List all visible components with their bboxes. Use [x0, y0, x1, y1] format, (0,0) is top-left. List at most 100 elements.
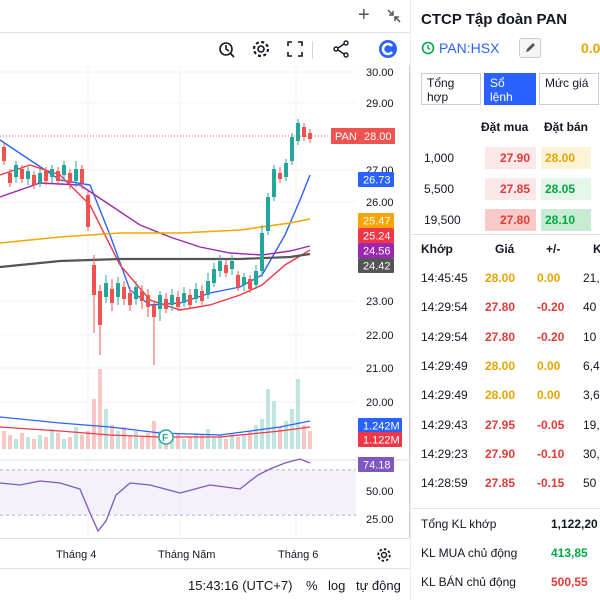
candle-body	[38, 173, 42, 183]
volume-bar	[254, 425, 258, 449]
trade-row: 14:29:23 27.90 -0.10 30,20	[411, 447, 600, 467]
volume-bar	[50, 429, 54, 449]
event-flag-icon[interactable]	[158, 429, 174, 445]
trade-price: 27.80	[485, 300, 516, 315]
volume-bar	[140, 437, 144, 449]
chart-pane: + 30.0	[0, 0, 410, 600]
candle-body	[224, 265, 228, 273]
ticker-symbol[interactable]: PAN:HSX	[439, 40, 500, 56]
axis-settings-gear-icon[interactable]	[376, 547, 392, 563]
trade-row: 14:29:54 27.80 -0.20 10	[411, 330, 600, 350]
orderbook-row[interactable]: 5,500 27.85 28.05	[411, 178, 600, 200]
auto-scale-toggle[interactable]: tự động	[356, 578, 401, 593]
candle-body	[236, 275, 240, 287]
candle-body	[194, 289, 198, 299]
settings-gear-icon[interactable]	[251, 39, 271, 59]
trade-time: 14:29:54	[421, 329, 468, 344]
tab-summary[interactable]: Tổng hợp	[421, 73, 481, 105]
candle-body	[158, 295, 162, 309]
ma-fast-line	[0, 139, 311, 306]
price-tick-label: 20.00	[366, 397, 394, 409]
volume-bar	[248, 431, 252, 449]
summary-row: Tổng KL khớp 1,122,20	[411, 517, 600, 537]
bid-price: 27.85	[485, 178, 536, 200]
toolbar-divider	[312, 41, 313, 59]
candle-body	[200, 291, 204, 301]
log-scale-toggle[interactable]: log	[328, 578, 346, 593]
ma-value-label: 25.24	[363, 231, 391, 243]
volume-bar	[278, 427, 282, 449]
volume-bar	[266, 389, 270, 449]
alert-icon[interactable]	[216, 39, 236, 59]
trade-time: 14:28:59	[421, 476, 468, 491]
candle-body	[152, 305, 156, 317]
volume-bar	[68, 437, 72, 449]
orderbook-row[interactable]: 19,500 27.80 28.10	[411, 209, 600, 231]
candle-body	[290, 137, 294, 161]
add-plus-icon[interactable]: +	[358, 4, 370, 26]
trade-volume: 50	[583, 476, 597, 491]
rsi-value-label: 74.18	[363, 460, 391, 472]
candle-body	[44, 171, 48, 181]
candle-body	[74, 169, 78, 181]
rsi-tick-label: 25.00	[366, 514, 394, 526]
tab-price-levels[interactable]: Mức giá	[539, 73, 599, 105]
trade-row: 14:29:49 28.00 0.00 3,60	[411, 388, 600, 408]
bid-price: 27.80	[485, 209, 536, 231]
trade-price: 28.00	[485, 388, 516, 403]
volume-bar	[110, 425, 114, 449]
orderbook-volume: 19,500	[424, 213, 461, 227]
volume-bar	[296, 379, 300, 449]
candle-body	[278, 173, 282, 179]
tab-label: Sổ lệnh	[490, 76, 513, 104]
price-change: 0.00	[581, 40, 600, 56]
panel-tabs: Tổng hợp Sổ lệnh Mức giá	[421, 73, 600, 105]
candle-body	[206, 281, 210, 295]
chart-status-bar: 15:43:16 (UTC+7) % log tự động	[0, 568, 410, 600]
volume-bar	[98, 369, 102, 449]
ma-value-label: 25.47	[363, 216, 391, 228]
edit-symbol-button[interactable]	[519, 38, 541, 58]
ma-slow-line	[0, 182, 311, 256]
price-chart[interactable]: 30.0029.0027.0026.0023.0022.0021.0020.00…	[0, 65, 410, 538]
time-axis: Tháng 4 Tháng Năm Tháng 6	[0, 538, 410, 568]
candle-body	[164, 299, 168, 309]
volume-bar	[32, 439, 36, 449]
candle-body	[260, 233, 264, 271]
summary-row: KL MUA chủ động 413,85	[411, 546, 600, 566]
orderbook-row[interactable]: 1,000 27.90 28.00	[411, 147, 600, 169]
trade-time: 14:29:54	[421, 300, 468, 315]
trade-volume: 21,00	[583, 271, 600, 285]
trade-time: 14:29:49	[421, 388, 468, 403]
trade-price: 27.95	[485, 417, 516, 432]
bid-price: 27.90	[485, 147, 536, 169]
candle-body	[80, 169, 84, 183]
collapse-arrows-icon[interactable]	[386, 8, 402, 24]
trade-row: 14:29:49 28.00 0.00 6,40	[411, 359, 600, 379]
price-tick-label: 26.00	[366, 197, 394, 209]
trades-price-header: Giá	[495, 242, 515, 256]
candle-body	[32, 175, 36, 185]
summary-value: 1,122,20	[551, 517, 598, 531]
percent-scale-toggle[interactable]: %	[306, 578, 318, 593]
candle-body	[56, 171, 60, 181]
volume-value-label: 1.242M	[363, 421, 400, 433]
volume-bar	[218, 435, 222, 449]
trade-change: -0.20	[537, 329, 565, 344]
volume-bar	[80, 435, 84, 449]
volume-bar	[14, 439, 18, 449]
candle-body	[92, 265, 96, 295]
volume-bar	[170, 435, 174, 449]
volume-bar	[308, 431, 312, 449]
candle-body	[116, 283, 120, 297]
trades-change-header: +/-	[546, 242, 561, 256]
chart-toolbar	[0, 33, 410, 65]
fullscreen-icon[interactable]	[285, 39, 305, 59]
divider	[411, 508, 600, 509]
candle-body	[230, 261, 234, 269]
tab-orderbook[interactable]: Sổ lệnh	[484, 73, 536, 105]
pencil-icon	[526, 43, 535, 52]
share-icon[interactable]	[331, 39, 351, 59]
tab-label: Mức giá	[545, 76, 589, 90]
summary-label: KL MUA chủ động	[421, 546, 518, 560]
